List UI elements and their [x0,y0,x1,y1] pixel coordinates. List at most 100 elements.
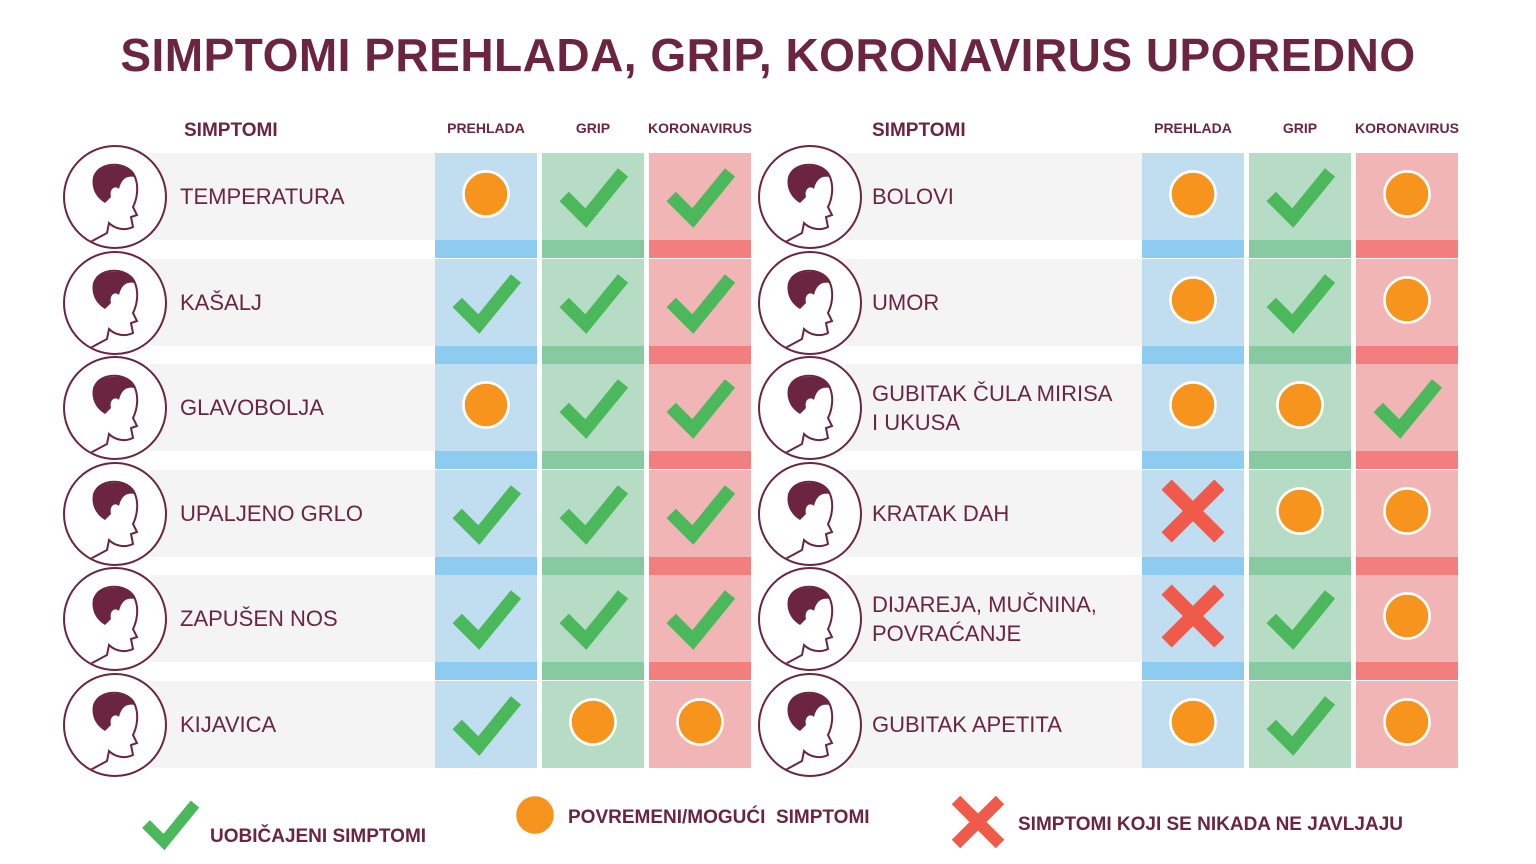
row-band [845,153,1142,240]
cell-corona-occasional [1356,575,1458,662]
legend-occasional-label: POVREMENI/MOGUĆI SIMPTOMI [568,807,870,828]
check-icon [557,264,629,341]
row-divider [649,345,751,364]
row-divider [435,240,537,258]
circle-icon [460,168,512,225]
row-band [150,575,435,662]
cross-icon [948,792,1008,858]
cell-flu-common [1249,575,1351,662]
row-divider [542,556,644,575]
symptom-label: GUBITAK ČULA MIRISA I UKUSA [872,380,1112,435]
cell-flu-common [1249,258,1351,346]
row-band [845,575,1142,662]
row-divider [435,662,537,680]
cell-flu-occasional [1249,364,1351,451]
row-divider [1356,662,1458,680]
cell-corona-common [649,153,751,240]
row-divider [435,451,537,469]
row-divider [1249,240,1351,258]
symptom-label: BOLOVI [872,184,954,209]
row-divider [1142,556,1244,575]
page-title: SIMPTOMI PREHLADA, GRIP, KORONAVIRUS UPO… [120,29,1416,81]
symptom-label: UPALJENO GRLO [180,500,363,526]
header-symptoms-right: SIMPTOMI [872,120,966,141]
header-corona-right: KORONAVIRUS [1355,120,1459,136]
circle-icon [1274,379,1326,436]
header-flu-left: GRIP [575,120,611,136]
header-flu-right: GRIP [1282,120,1318,136]
circle-icon [1381,696,1433,753]
symptom-label: UMOR [872,289,940,315]
row-divider [542,345,644,364]
cell-cold-occasional [1142,680,1244,768]
check-icon [664,158,736,235]
check-icon [450,580,522,657]
cell-flu-common [542,153,644,240]
symptom-label: ZAPUŠEN NOS [180,606,338,631]
cough-face-icon [63,250,167,355]
fever-face-icon [63,145,167,249]
circle-icon [1167,168,1219,225]
cell-flu-common [1249,680,1351,768]
sneeze-face-icon [63,672,167,777]
circle-icon [512,792,558,844]
headache-face-icon [63,356,167,460]
row-band [845,680,1142,768]
cell-flu-common [542,469,644,557]
circle-icon [1381,485,1433,542]
cell-corona-occasional [1356,680,1458,768]
cell-corona-common [649,258,751,346]
symptom-label: DIJAREJA, MUČNINA, POVRAĆANJE [872,591,1097,646]
cell-flu-common [542,258,644,346]
cell-cold-common [435,258,537,346]
legend-never-label: SIMPTOMI KOJI SE NIKADA NE JAVLJAJU [1018,814,1403,835]
cell-corona-common [649,575,751,662]
stuffy-nose-face-icon [63,567,167,671]
cell-cold-occasional [1142,364,1244,451]
cell-flu-occasional [542,680,644,768]
sore-throat-face-icon [63,461,167,566]
check-icon [557,475,629,552]
row-divider [1142,345,1244,364]
cell-cold-occasional [1142,258,1244,346]
check-icon [664,369,736,446]
cell-cold-common [435,469,537,557]
circle-icon [1274,485,1326,542]
check-icon [1264,158,1336,235]
legend-common: UOBIČAJENI SIMPTOMI [140,792,426,858]
row-band [150,680,435,768]
circle-icon [1381,168,1433,225]
row-divider [1249,662,1351,680]
row-band [845,364,1142,451]
row-band [150,364,435,451]
check-icon [450,475,522,552]
header-corona-left: KORONAVIRUS [648,120,752,136]
row-divider [1249,451,1351,469]
check-icon [664,264,736,341]
circle-icon [1167,274,1219,331]
legend-common-label: UOBIČAJENI SIMPTOMI [210,826,427,847]
circle-icon [674,696,726,753]
cell-corona-common [649,364,751,451]
row-divider [1142,240,1244,258]
check-icon [664,475,736,552]
row-band [845,469,1142,557]
circle-icon [1167,379,1219,436]
row-divider [542,451,644,469]
cell-flu-common [542,575,644,662]
smell-loss-face-icon [758,356,862,460]
breath-face-icon [758,461,862,566]
row-divider [1356,345,1458,364]
check-icon [450,686,522,763]
row-band [150,153,435,240]
cell-corona-occasional [1356,258,1458,346]
cell-cold-occasional [435,364,537,451]
check-icon [557,369,629,446]
row-divider [542,662,644,680]
legend-never: SIMPTOMI KOJI SE NIKADA NE JAVLJAJU [948,792,1403,858]
tired-face-icon [758,250,862,355]
symptom-label: GUBITAK APETITA [872,711,1062,737]
check-icon [450,264,522,341]
toilet-paper-icon [758,567,862,671]
cell-flu-common [542,364,644,451]
